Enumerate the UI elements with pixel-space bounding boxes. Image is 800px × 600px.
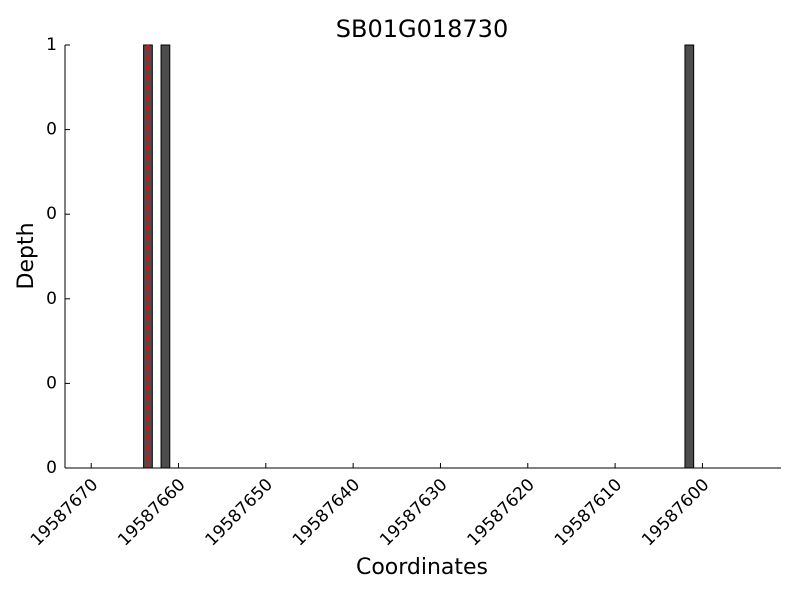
y-tick-label: 0 <box>46 289 57 309</box>
y-tick-label: 0 <box>46 458 57 478</box>
bar <box>684 44 695 469</box>
x-tick-label: 19587600 <box>638 475 713 550</box>
x-tick-label: 19587650 <box>202 475 277 550</box>
x-tick-label: 19587620 <box>464 475 539 550</box>
x-tick-label: 19587610 <box>551 475 626 550</box>
x-tick-label: 19587660 <box>114 475 189 550</box>
chart-title: SB01G018730 <box>336 15 508 43</box>
x-tick-label: 19587670 <box>27 475 102 550</box>
x-tick-label: 19587640 <box>289 475 364 550</box>
x-tick-label: 19587630 <box>376 475 451 550</box>
y-tick-label: 0 <box>46 120 57 140</box>
y-tick-label: 1 <box>46 35 57 55</box>
bar <box>160 44 171 469</box>
y-tick-label: 0 <box>46 373 57 393</box>
y-tick-label: 0 <box>46 204 57 224</box>
y-axis-label: Depth <box>14 222 39 289</box>
x-axis-label: Coordinates <box>356 555 488 580</box>
